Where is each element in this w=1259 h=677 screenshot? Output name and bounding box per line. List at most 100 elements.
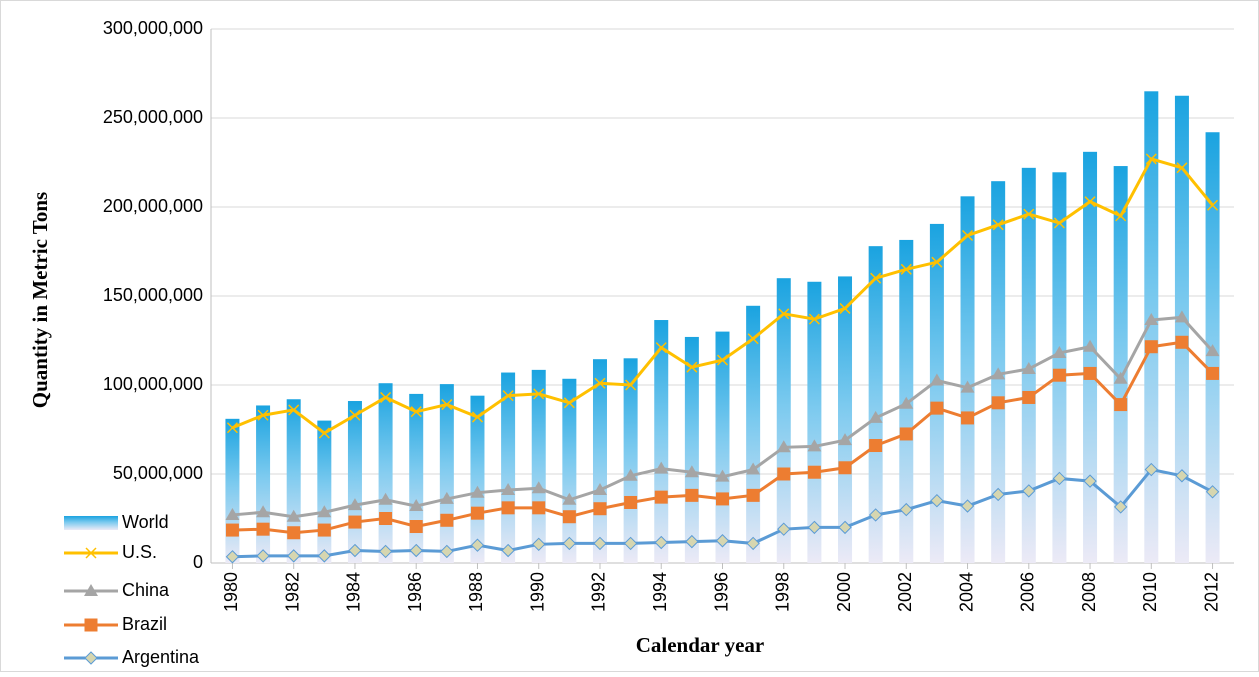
legend-item: Brazil — [64, 614, 167, 634]
bar — [1113, 166, 1128, 563]
marker — [746, 488, 760, 502]
bar — [715, 331, 730, 563]
legend-item: China — [64, 580, 170, 600]
marker — [439, 491, 454, 504]
bar — [439, 384, 454, 563]
bar — [501, 372, 516, 563]
marker — [378, 544, 393, 559]
legend-label: China — [122, 580, 170, 600]
marker — [225, 550, 240, 564]
marker — [899, 502, 913, 517]
marker — [1145, 153, 1157, 165]
marker — [715, 534, 730, 548]
marker — [960, 380, 975, 393]
marker — [225, 523, 239, 537]
marker — [1113, 500, 1128, 514]
y-axis-title: Quantity in Metric Tons — [28, 192, 52, 408]
x-axis-title: Calendar year — [636, 633, 765, 657]
marker — [501, 543, 515, 558]
marker — [531, 481, 546, 494]
marker — [961, 229, 974, 242]
marker — [807, 465, 821, 479]
bar — [623, 358, 638, 563]
marker — [502, 390, 514, 402]
y-tick-label: 0 — [193, 552, 203, 572]
marker — [380, 391, 392, 403]
marker — [226, 422, 238, 434]
x-tick-label: 2008 — [1079, 572, 1099, 612]
marker — [686, 361, 698, 373]
marker — [256, 522, 270, 536]
y-tick-label: 250,000,000 — [103, 107, 203, 127]
marker — [379, 512, 393, 525]
marker — [685, 488, 699, 502]
bar — [378, 383, 393, 563]
legend-item: World — [64, 512, 169, 532]
marker — [870, 272, 882, 284]
y-tick-label: 200,000,000 — [103, 196, 203, 216]
marker — [1175, 469, 1189, 483]
x-tick-label: 1990 — [527, 572, 547, 612]
legend-label: Argentina — [122, 647, 200, 667]
bar — [531, 369, 546, 563]
marker — [501, 501, 515, 515]
marker — [1113, 371, 1128, 384]
marker — [992, 219, 1004, 231]
marker — [256, 549, 270, 563]
marker — [868, 410, 883, 423]
x-tick-label: 1988 — [466, 572, 486, 612]
marker — [1022, 484, 1036, 498]
marker — [869, 439, 883, 453]
marker — [1205, 344, 1220, 357]
bar — [929, 223, 944, 563]
marker — [409, 499, 424, 512]
x-tick-label: 2006 — [1018, 572, 1038, 612]
marker — [1052, 471, 1067, 486]
marker — [961, 411, 975, 425]
marker — [410, 406, 422, 418]
marker — [684, 465, 699, 478]
marker — [931, 256, 943, 268]
marker — [777, 522, 791, 536]
marker — [317, 549, 332, 563]
bar — [868, 246, 883, 563]
bar — [1052, 172, 1067, 564]
marker — [991, 396, 1005, 410]
legend-swatch — [64, 516, 118, 530]
marker — [257, 409, 269, 421]
marker — [287, 526, 301, 540]
marker — [84, 584, 98, 596]
x-tick-label: 1992 — [589, 572, 609, 612]
bar — [409, 393, 424, 563]
marker — [716, 492, 729, 506]
marker — [1175, 335, 1189, 349]
marker — [592, 483, 607, 496]
marker — [868, 508, 883, 522]
marker — [1053, 217, 1065, 229]
marker — [808, 313, 820, 325]
marker — [685, 534, 699, 549]
marker — [929, 373, 944, 386]
bar — [684, 336, 699, 563]
marker — [1144, 340, 1158, 354]
marker — [348, 543, 362, 558]
marker — [655, 342, 667, 354]
bar — [256, 405, 271, 563]
marker — [1022, 390, 1036, 404]
bar — [286, 399, 301, 563]
marker — [807, 439, 822, 452]
x-tick-label: 1980 — [221, 572, 241, 612]
marker — [899, 427, 913, 441]
marker — [1083, 474, 1097, 488]
marker — [84, 618, 98, 632]
marker — [593, 536, 607, 551]
marker — [286, 509, 301, 522]
marker — [440, 544, 454, 559]
marker — [409, 520, 423, 534]
marker — [349, 409, 361, 421]
marker — [562, 510, 576, 524]
marker — [317, 505, 332, 518]
marker — [562, 492, 577, 505]
marker — [317, 523, 331, 537]
marker — [625, 379, 637, 391]
